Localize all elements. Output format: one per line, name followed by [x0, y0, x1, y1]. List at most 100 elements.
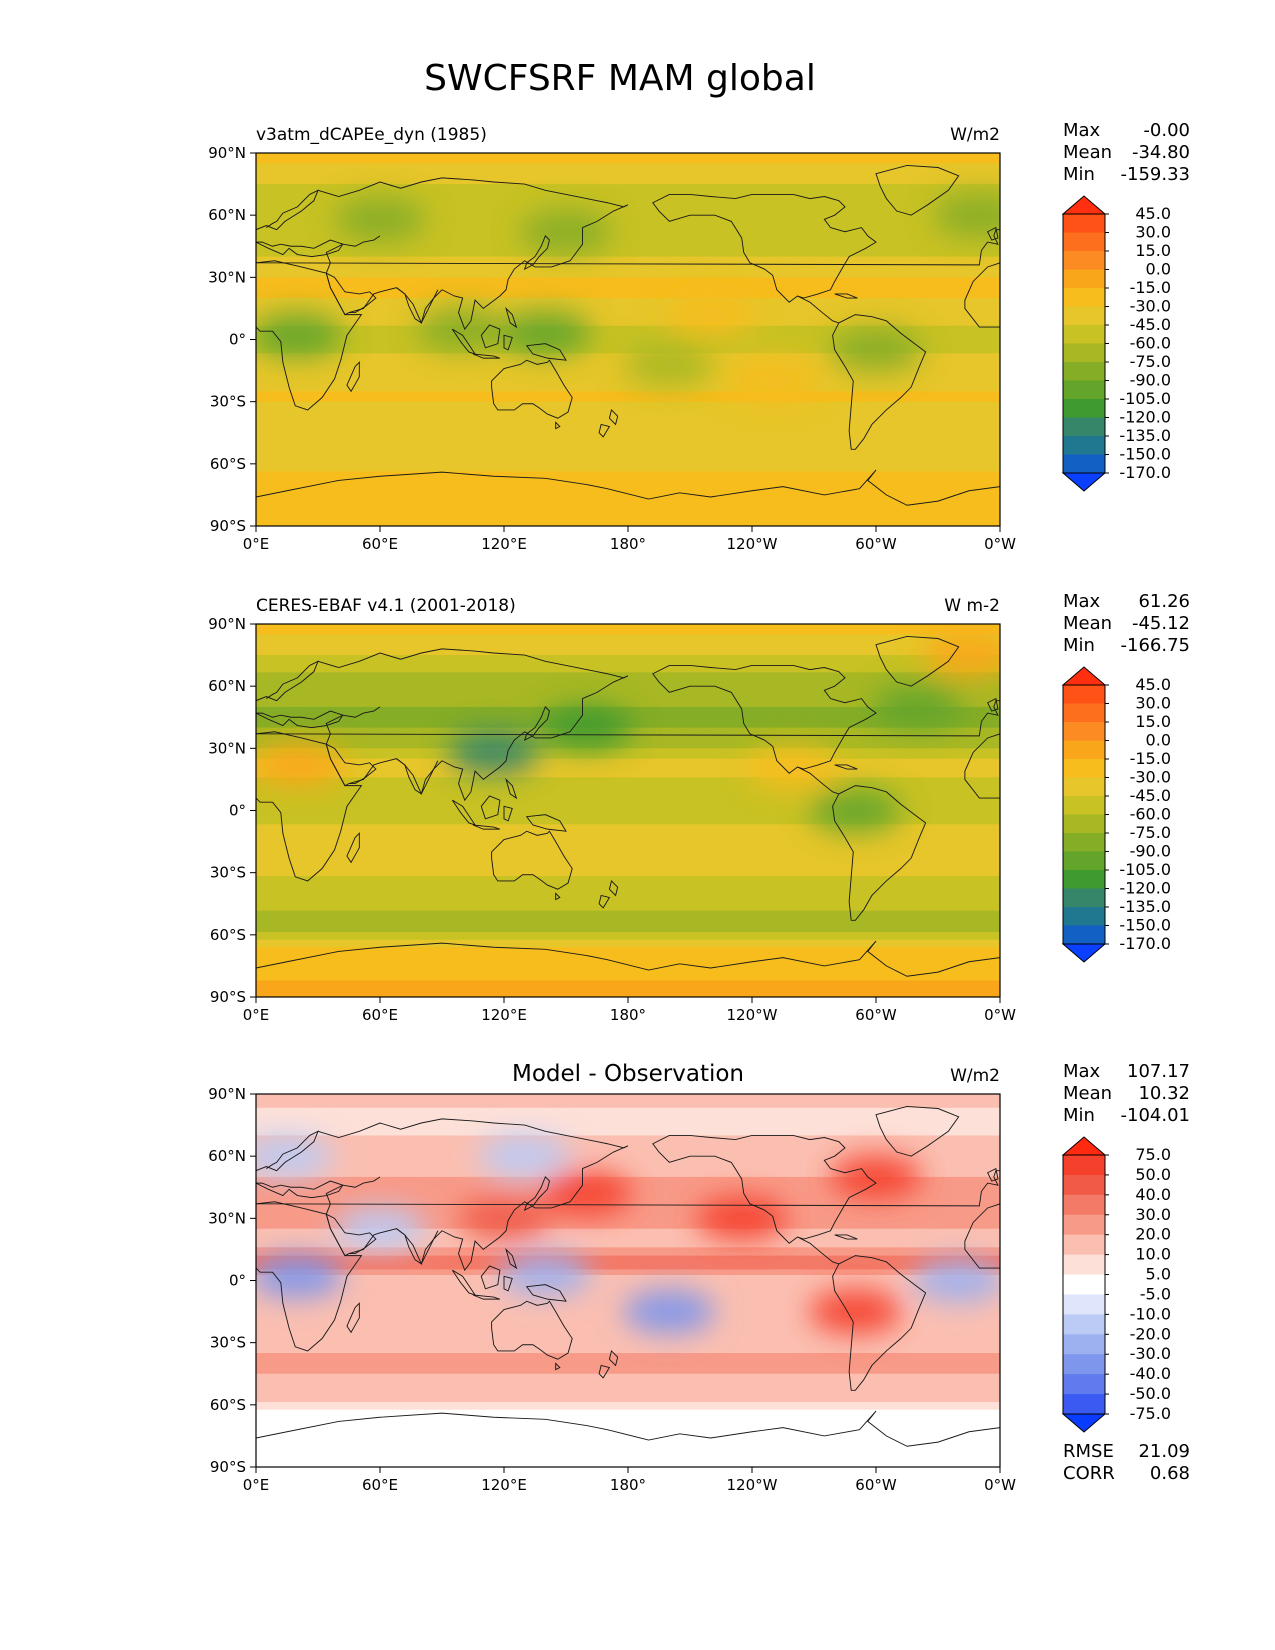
x-tick-label: 120°W: [727, 1476, 778, 1494]
colorbar-swatch: [1063, 685, 1105, 704]
colorbar-swatch: [1063, 1394, 1105, 1415]
colorbar-swatch: [1063, 214, 1105, 233]
colorbar-label: 0.0: [1146, 260, 1171, 279]
map-field: [256, 153, 1000, 526]
colorbar-swatch: [1063, 907, 1105, 926]
band-cell: [256, 903, 1000, 912]
x-tick-label: 0°E: [243, 1006, 270, 1024]
panel-units: W m-2: [944, 596, 1000, 616]
panel-difference: Model - Observation W/m2 0°E 60°E 120°E 180…: [208, 1061, 1190, 1494]
band-cell: [256, 1176, 1000, 1189]
y-tick-label: 90°S: [210, 988, 246, 1006]
band-cell: [256, 287, 1000, 299]
figure-title: SWCFSRF MAM global: [424, 58, 816, 99]
band-field: [256, 1094, 1000, 1467]
band-cell: [256, 706, 1000, 719]
stat-value: -34.80: [1132, 142, 1190, 163]
band-cell: [256, 1450, 1000, 1467]
y-tick-label: 0°: [229, 802, 246, 820]
band-cell: [256, 947, 1000, 965]
colorbar-label: -90.0: [1130, 371, 1171, 390]
stat-value: 107.17: [1127, 1061, 1190, 1082]
colorbar-label: 45.0: [1135, 675, 1171, 694]
band-cell: [256, 924, 1000, 933]
colorbar-label: -20.0: [1130, 1324, 1171, 1343]
colorbar-label: 30.0: [1135, 1205, 1171, 1224]
x-tick-label: 0°W: [984, 1006, 1016, 1024]
x-tick-label: 120°E: [481, 1476, 527, 1494]
band-cell: [256, 634, 1000, 646]
stats-box: Max 107.17 Mean 10.32 Min -104.01: [1063, 1061, 1190, 1126]
colorbar-outline: [1062, 1154, 1106, 1415]
anomaly-blob: [256, 742, 344, 787]
axes: 0°E 60°E 120°E 180° 120°W 60°W 0°W 90°N 60°N 30°N…: [208, 1085, 1016, 1494]
colorbar-extend-min: [1061, 943, 1107, 963]
band-cell: [256, 1263, 1000, 1271]
stat-label: Min: [1063, 635, 1095, 656]
map-field: [256, 1094, 1000, 1467]
band-cell: [256, 1294, 1000, 1303]
stat-label: Mean: [1063, 1083, 1112, 1104]
anomaly-blobs: [256, 193, 1000, 403]
colorbar-swatch: [1063, 1294, 1105, 1315]
x-tick-label: 60°W: [855, 1476, 897, 1494]
band-cell: [256, 1274, 1000, 1282]
anomaly-blob: [747, 747, 840, 792]
x-tick-label: 180°: [610, 1006, 646, 1024]
band-cell: [256, 412, 1000, 424]
colorbar-label: -5.0: [1140, 1284, 1171, 1303]
colorbar-swatch: [1063, 870, 1105, 889]
anomaly-blob: [447, 730, 540, 775]
band-cell: [256, 689, 1000, 708]
band-cell: [256, 391, 1000, 403]
band-cell: [256, 443, 1000, 455]
colorbar-swatch: [1063, 269, 1105, 289]
x-tick-label: 0°W: [984, 535, 1016, 553]
colorbar-swatch: [1063, 1214, 1105, 1236]
band-cell: [256, 318, 1000, 327]
band-cell: [256, 804, 1000, 812]
colorbar-label: 75.0: [1135, 1145, 1171, 1164]
band-cell: [256, 851, 1000, 864]
y-tick-label: 60°N: [208, 206, 246, 224]
band-cell: [256, 401, 1000, 413]
y-tick-label: 90°N: [208, 1085, 246, 1103]
colorbar-label: -170.0: [1119, 463, 1171, 482]
colorbar-label: -150.0: [1119, 916, 1171, 935]
x-tick-label: 60°W: [855, 535, 897, 553]
band-cell: [256, 1149, 1000, 1164]
band-cell: [256, 876, 1000, 891]
colorbar-label: -60.0: [1130, 334, 1171, 353]
band-cell: [256, 1121, 1000, 1137]
anomaly-blob: [334, 1206, 426, 1251]
band-cell: [256, 1207, 1000, 1220]
colorbar-extend-max: [1061, 195, 1107, 215]
band-cell: [256, 817, 1000, 826]
band-cell: [256, 939, 1000, 949]
colorbar-label: 10.0: [1135, 1245, 1171, 1264]
band-cell: [256, 1373, 1000, 1385]
stats-box: Max -0.00 Mean -34.80 Min -159.33: [1063, 120, 1190, 185]
band-cell: [256, 1163, 1000, 1178]
colorbar-swatch: [1063, 1374, 1105, 1395]
colorbar-swatch: [1063, 1194, 1105, 1216]
band-cell: [256, 758, 1000, 770]
x-tick-label: 0°E: [243, 535, 270, 553]
band-cell: [256, 737, 1000, 750]
band-cell: [256, 422, 1000, 434]
y-tick-label: 60°N: [208, 1147, 246, 1165]
x-tick-label: 0°E: [243, 1476, 270, 1494]
stat-label: Min: [1063, 1105, 1095, 1126]
band-cell: [256, 1332, 1000, 1344]
band-cell: [256, 917, 1000, 926]
band-cell: [256, 1363, 1000, 1375]
stat-label: CORR: [1063, 1463, 1115, 1484]
band-cell: [256, 346, 1000, 355]
y-tick-label: 30°N: [208, 739, 246, 757]
colorbar-label: -10.0: [1130, 1304, 1171, 1323]
x-tick-label: 60°E: [362, 1476, 398, 1494]
band-cell: [256, 277, 1000, 289]
colorbar-swatch: [1063, 380, 1105, 400]
anomaly-blob: [416, 307, 509, 352]
